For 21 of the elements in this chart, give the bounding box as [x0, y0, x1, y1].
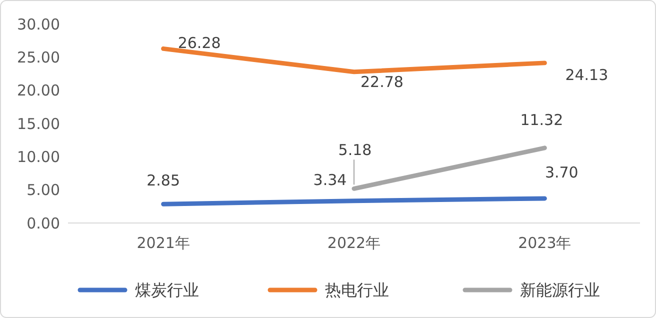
legend-label: 新能源行业: [520, 280, 600, 300]
legend-label: 热电行业: [325, 280, 389, 300]
data-label: 24.13: [565, 66, 608, 84]
y-tick-label: 5.00: [26, 181, 60, 200]
y-tick-label: 0.00: [26, 214, 60, 232]
y-tick-label: 15.00: [17, 114, 60, 133]
data-label: 22.78: [360, 73, 404, 92]
x-tick-label: 2023年: [518, 234, 572, 252]
y-tick-label: 10.00: [17, 148, 60, 166]
data-label: 5.18: [338, 140, 372, 159]
y-tick-label: 20.00: [17, 82, 60, 100]
data-label: 2.85: [146, 171, 180, 190]
legend-label: 煤炭行业: [135, 280, 199, 300]
data-label: 11.32: [520, 111, 564, 130]
data-label: 3.70: [544, 164, 578, 182]
x-tick-label: 2022年: [327, 234, 381, 252]
y-tick-label: 25.00: [17, 48, 60, 66]
x-tick-label: 2021年: [136, 234, 190, 252]
data-label: 3.34: [313, 171, 347, 190]
y-tick-label: 30.00: [17, 15, 60, 34]
data-label: 26.28: [178, 34, 221, 52]
